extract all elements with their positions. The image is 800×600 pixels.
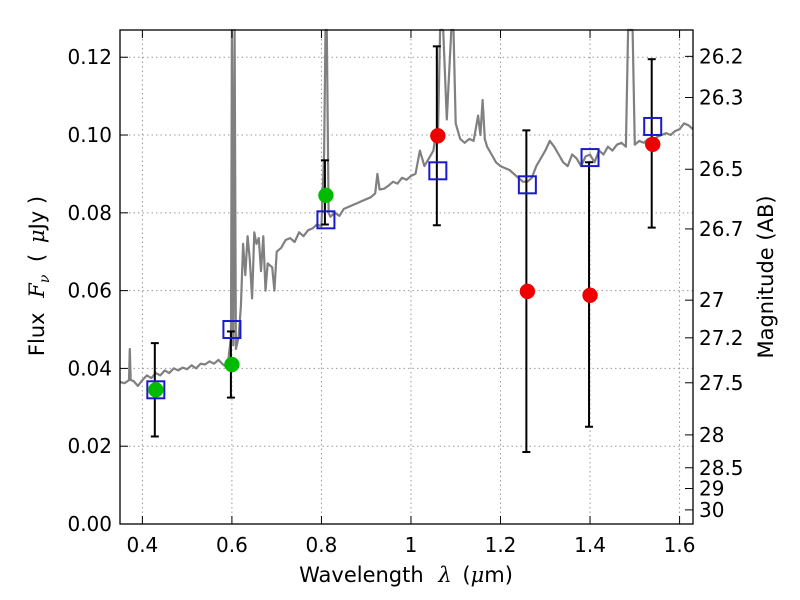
template-spectrum-line [119,28,694,387]
y-tick-label: 0.12 [67,45,112,69]
model-square-marker [517,175,537,195]
x-tick-label: 0.8 [306,533,338,557]
data-marks [146,45,663,454]
model-square-marker [580,148,600,168]
x-tick-label: 0.6 [216,533,248,557]
model-square-marker [428,161,448,181]
x-tick-label: 1.4 [574,533,606,557]
x-axis-title-unit-symbol: μ [471,563,485,587]
x-axis-title-paren: ( [462,563,470,587]
y-tick-label: 0.06 [67,279,112,303]
x-tick-label: 1 [405,533,418,557]
x-axis-title-symbol: λ [437,563,451,587]
y-tick-label: 0.08 [67,201,112,225]
x-tick-label: 1.2 [485,533,517,557]
green-data-point [224,356,240,373]
red-data-point [430,128,446,144]
y-axis-title-paren: ( [25,254,49,262]
x-axis-title: Wavelength λ (μm) [299,563,513,587]
y-axis-title-prefix: Flux [25,312,49,356]
mag-tick-label: 28.5 [699,456,744,480]
model-square-marker [146,380,166,400]
mag-tick-label: 30 [699,498,724,522]
y-axis-title: Flux Fν ( μJy ) [25,196,54,356]
mag-tick-label: 26.2 [699,44,744,68]
y-tick-label: 0.10 [67,123,112,147]
green-data-point [148,382,164,398]
y-tick-label: 0.00 [67,512,112,536]
x-axis-title-unit: m) [484,563,513,587]
model-square-marker [222,320,242,340]
y-tick-label: 0.02 [67,434,112,458]
y-axis-title-unit: Jy ) [25,196,49,232]
mag-tick-label: 27 [699,288,724,312]
mag-tick-label: 29 [699,477,724,501]
mag-tick-label: 26.7 [699,217,744,241]
red-data-point [644,136,661,153]
mag-tick-label: 26.3 [699,85,744,109]
green-data-point [318,187,334,204]
y-tick-label: 0.04 [67,356,112,380]
x-axis-title-prefix: Wavelength [299,563,424,587]
mag-tick-label: 26.5 [699,157,744,181]
mag-tick-label: 28 [699,423,724,447]
y2-axis-title: Magnitude (AB) [754,195,778,358]
model-square-marker [316,210,336,230]
x-tick-label: 0.4 [126,533,158,557]
model-square-marker [643,116,663,136]
grid-lines [120,30,693,525]
red-data-point [582,287,598,304]
axis-ticks: 0.4 0.6 0.8 1 1.2 1.4 1.6 0.00 0.02 0.04 0.06 0.08 0… [67,30,744,557]
y-axis-title-unit-symbol: μ [25,229,49,243]
mag-tick-label: 27.2 [699,326,744,350]
red-data-point [519,283,536,300]
plot-frame [119,29,694,525]
mag-tick-label: 27.5 [699,371,744,395]
x-tick-label: 1.6 [664,533,696,557]
y-axis-title-symbol: F [25,282,49,299]
y-axis-title-subscript: ν [37,274,53,283]
